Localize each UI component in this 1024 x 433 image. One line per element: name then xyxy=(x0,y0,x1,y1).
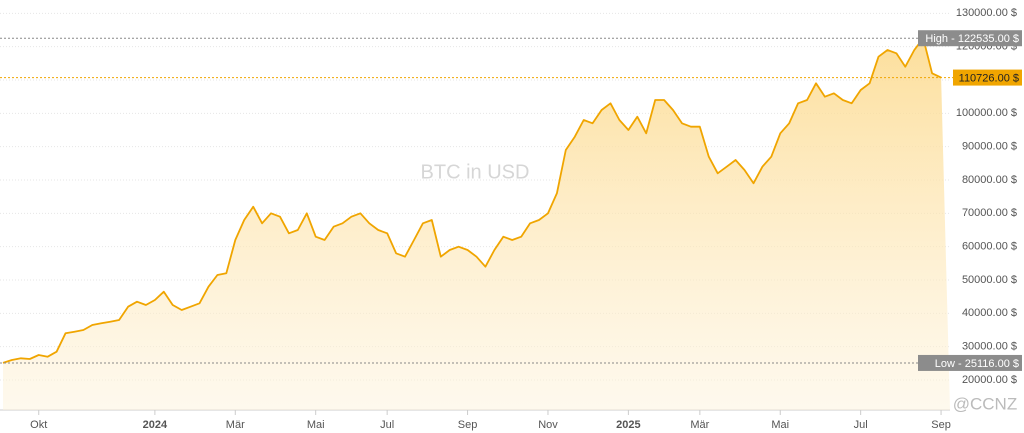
y-tick-label: 40000.00 $ xyxy=(962,307,1017,319)
low-label: Low - 25116.00 $ xyxy=(935,358,1019,370)
x-tick-label: 2025 xyxy=(616,419,640,431)
y-tick-label: 70000.00 $ xyxy=(962,207,1017,219)
watermark: BTC in USD xyxy=(421,161,530,183)
x-tick-label: 2024 xyxy=(143,419,168,431)
y-tick-label: 50000.00 $ xyxy=(962,274,1017,286)
current-box xyxy=(953,69,1022,86)
x-tick-label: Nov xyxy=(538,419,558,431)
logo: @CCNZ xyxy=(953,394,1017,413)
x-tick-label: Mär xyxy=(690,419,709,431)
y-tick-label: 100000.00 $ xyxy=(956,107,1017,119)
x-tick-label: Mär xyxy=(226,419,245,431)
y-tick-label: 20000.00 $ xyxy=(962,374,1017,386)
current-label: 110726.00 $ xyxy=(959,72,1019,84)
high-box xyxy=(918,30,1022,47)
x-tick-label: Okt xyxy=(30,419,47,431)
x-tick-label: Sep xyxy=(458,419,478,431)
y-tick-label: 130000.00 $ xyxy=(956,7,1017,19)
x-tick-label: Mai xyxy=(771,419,789,431)
y-tick-label: 90000.00 $ xyxy=(962,141,1017,153)
line xyxy=(2,37,942,364)
y-tick-label: 80000.00 $ xyxy=(962,174,1017,186)
high-label: High - 122535.00 $ xyxy=(925,33,1019,45)
x-tick-label: Sep xyxy=(931,419,951,431)
area xyxy=(3,38,950,410)
y-tick-label: 60000.00 $ xyxy=(962,241,1017,253)
x-tick-label: Mai xyxy=(307,419,325,431)
x-tick-label: Jul xyxy=(854,419,868,431)
y-tick-label: 30000.00 $ xyxy=(962,341,1017,353)
x-tick-label: Jul xyxy=(380,419,394,431)
low-box xyxy=(918,354,1022,371)
